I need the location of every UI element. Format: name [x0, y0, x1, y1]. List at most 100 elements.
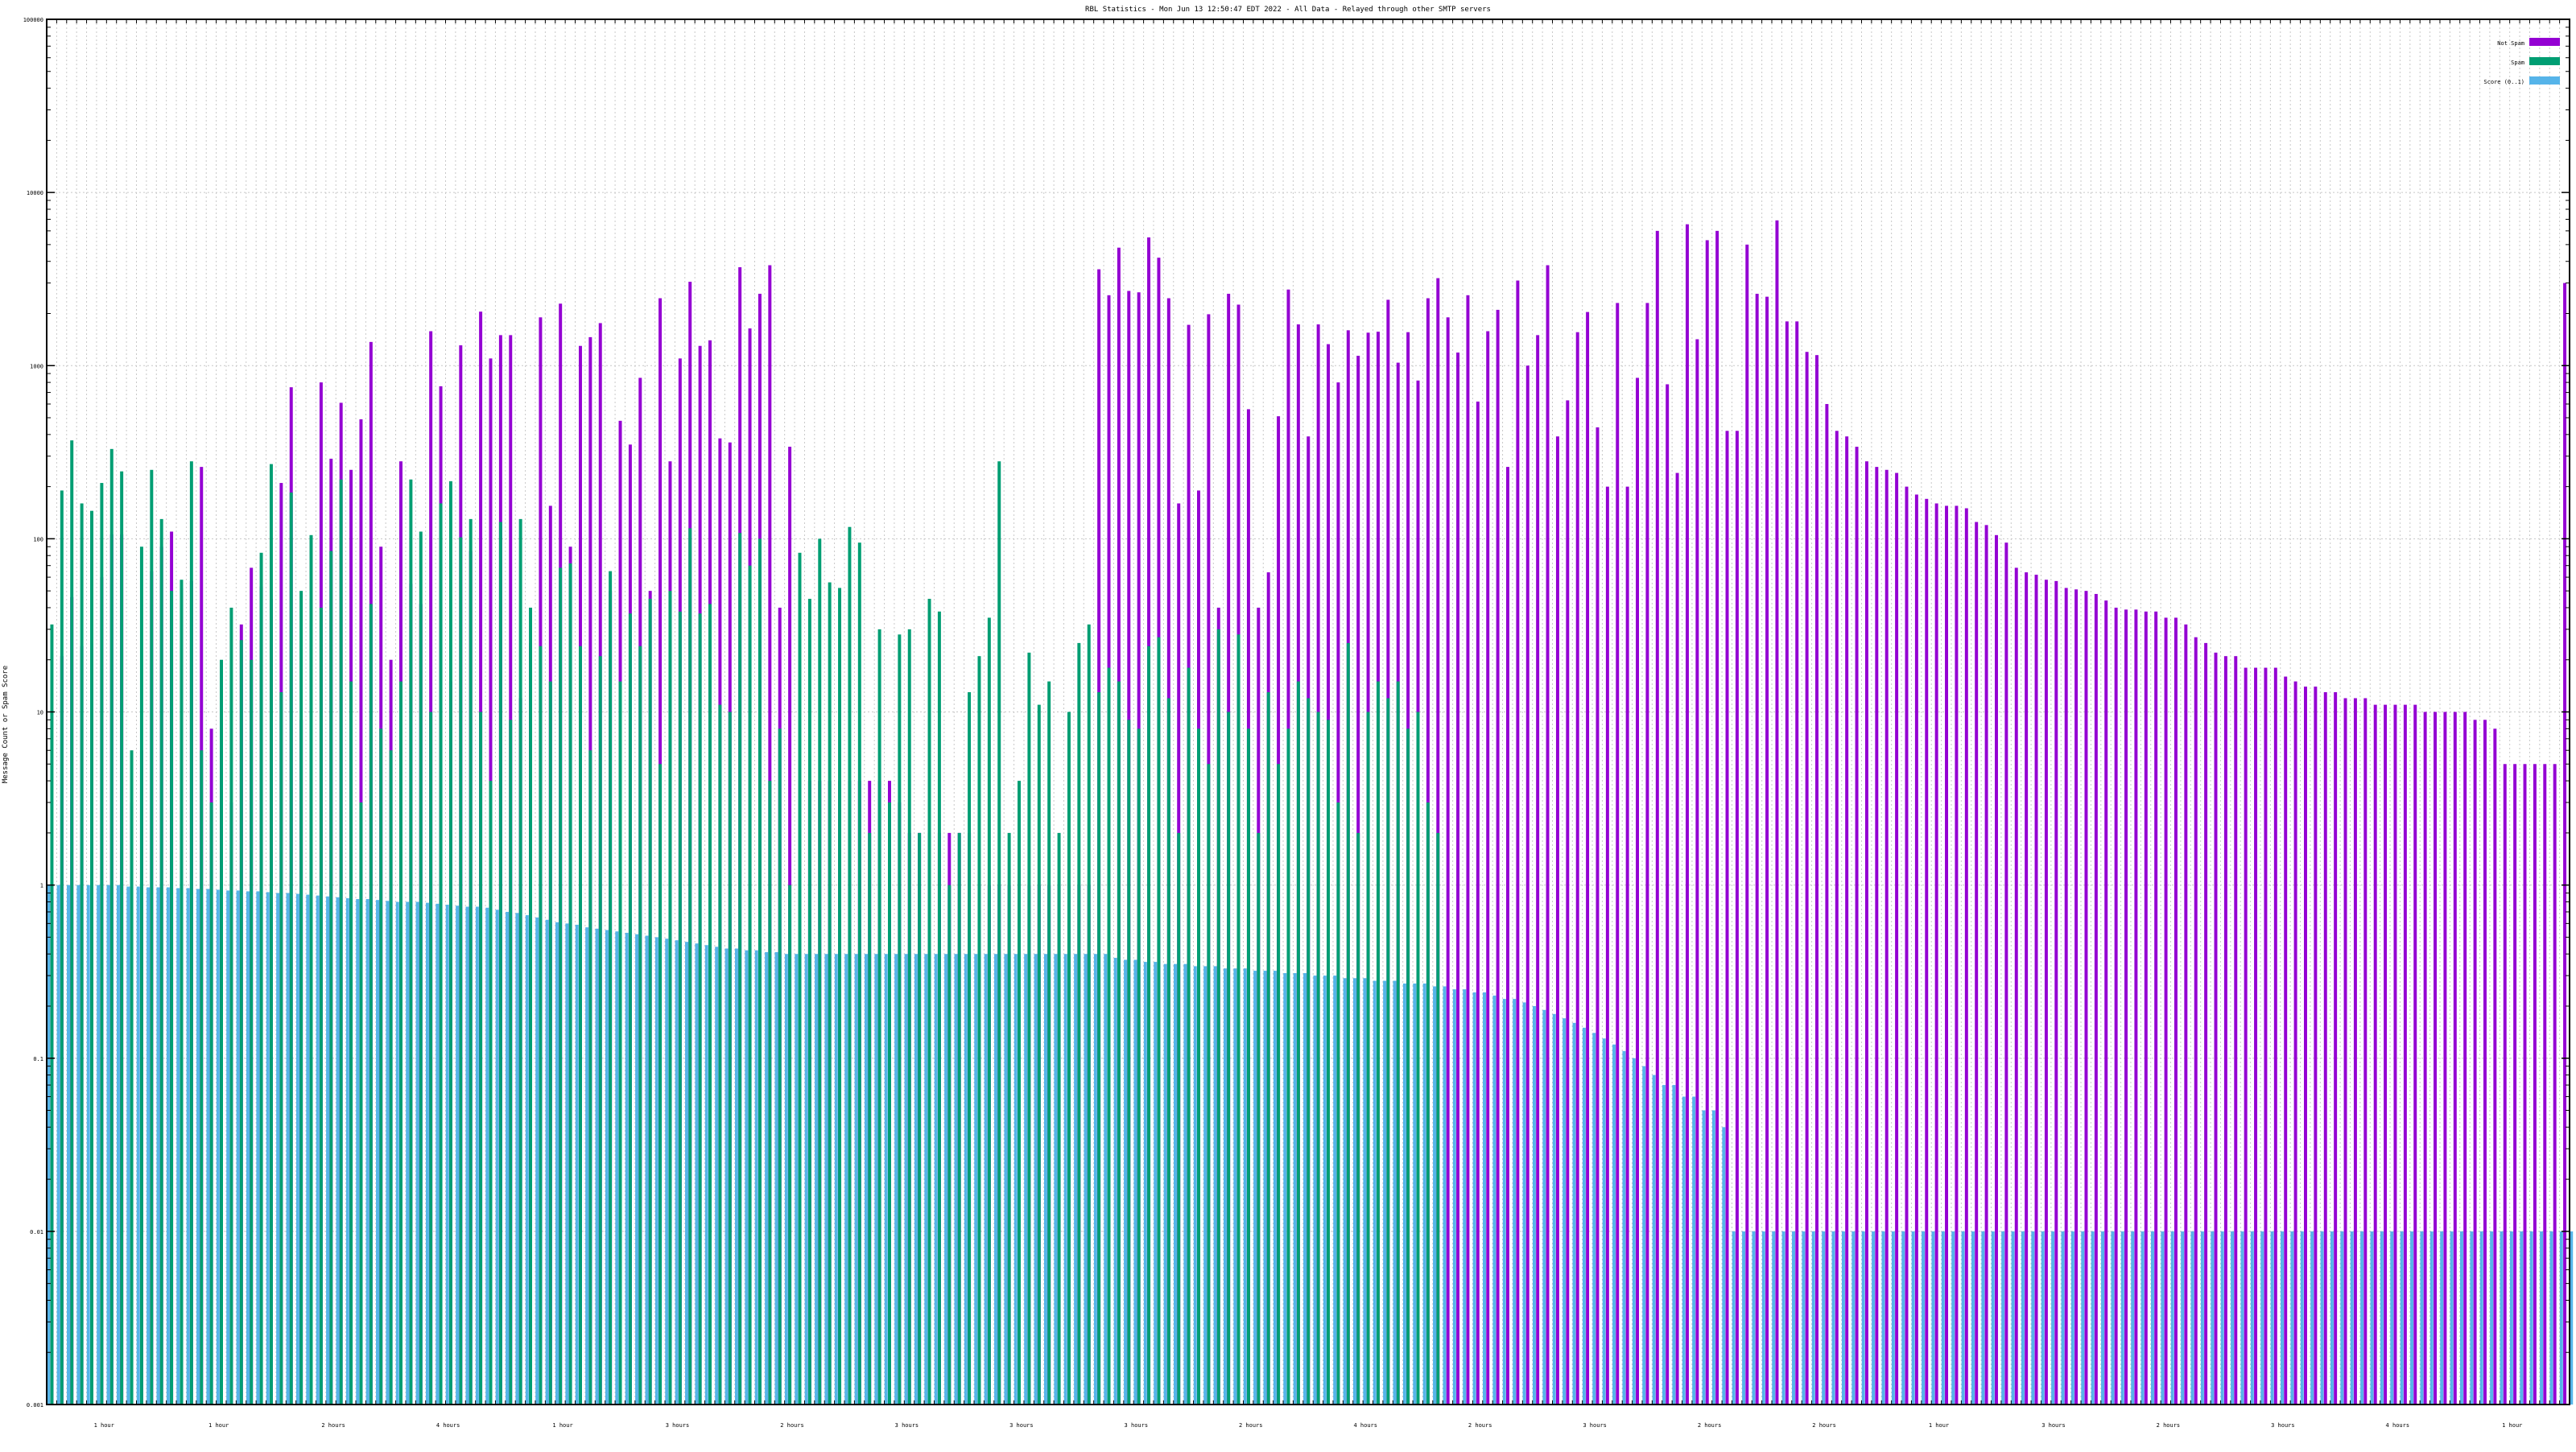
score-bar: [415, 901, 419, 1405]
not-spam-bar: [2284, 676, 2288, 1405]
score-bar: [1642, 1066, 1646, 1405]
score-bar: [2570, 1231, 2574, 1405]
spam-series: [50, 440, 1440, 1405]
spam-bar: [1426, 802, 1430, 1405]
spam-bar: [529, 607, 533, 1405]
spam-bar: [559, 567, 563, 1405]
score-bar: [2410, 1231, 2414, 1405]
score-bar: [954, 954, 958, 1405]
spam-bar: [1107, 667, 1111, 1405]
not-spam-bar: [2084, 591, 2088, 1405]
score-bar: [874, 954, 878, 1405]
spam-bar: [1386, 698, 1390, 1405]
score-bar: [2250, 1231, 2254, 1405]
score-bar: [67, 885, 70, 1405]
spam-bar: [1307, 698, 1311, 1405]
spam-bar: [439, 503, 443, 1405]
not-spam-bar: [1875, 467, 1879, 1405]
score-bar: [1163, 963, 1167, 1405]
score-bar: [924, 954, 928, 1405]
spam-bar: [947, 885, 952, 1405]
spam-bar: [1257, 832, 1261, 1405]
spam-bar: [1296, 681, 1300, 1405]
not-spam-bar: [2473, 720, 2477, 1405]
score-bar: [295, 893, 299, 1405]
not-spam-bar: [2124, 609, 2128, 1405]
score-bar: [2111, 1231, 2115, 1405]
score-bar: [345, 897, 349, 1405]
score-bar: [1183, 963, 1187, 1405]
spam-bar: [1166, 698, 1170, 1405]
not-spam-bar: [2094, 593, 2098, 1405]
score-bar: [1872, 1231, 1876, 1405]
score-bar: [1761, 1231, 1765, 1405]
spam-bar: [588, 750, 592, 1405]
spam-bar: [898, 634, 902, 1405]
score-bar: [795, 954, 799, 1405]
spam-bar: [628, 613, 632, 1405]
score-bar: [76, 885, 80, 1405]
spam-bar: [678, 611, 682, 1405]
not-spam-bar: [2244, 667, 2248, 1405]
spam-bar: [309, 534, 313, 1405]
score-bar: [226, 890, 230, 1405]
not-spam-bar: [2304, 687, 2307, 1405]
score-bar: [1084, 954, 1088, 1405]
spam-bar: [668, 591, 672, 1405]
not-spam-bar: [2323, 691, 2327, 1405]
not-spam-bar: [1575, 332, 1579, 1405]
spam-bar: [100, 483, 104, 1405]
not-spam-bar: [2223, 656, 2227, 1405]
x-group-label: 3 hours: [895, 1422, 919, 1429]
spam-bar: [1286, 728, 1290, 1405]
grid: [46, 19, 2570, 1405]
legend-label: Not Spam: [2497, 40, 2524, 47]
spam-bar: [70, 440, 74, 1405]
score-bar: [1034, 954, 1038, 1405]
score-bar: [1711, 1110, 1715, 1405]
legend-label: Spam: [2511, 60, 2524, 66]
score-bar: [784, 954, 788, 1405]
score-bar: [1323, 976, 1327, 1405]
spam-bar: [758, 538, 762, 1405]
score-bar: [1911, 1231, 1915, 1405]
spam-bar: [788, 885, 792, 1405]
not-spam-bar: [1755, 293, 1759, 1405]
score-bar: [1672, 1085, 1676, 1405]
not-spam-bar: [2533, 764, 2537, 1405]
score-bar: [1243, 968, 1247, 1405]
spam-bar: [728, 712, 732, 1405]
spam-bar: [1216, 629, 1220, 1405]
not-spam-bar: [1675, 472, 1679, 1405]
score-bar: [1592, 1033, 1596, 1405]
not-spam-bar: [1785, 321, 1789, 1405]
score-bar: [126, 886, 130, 1405]
score-bar: [2390, 1231, 2394, 1405]
spam-bar: [498, 522, 502, 1405]
score-bar: [675, 940, 679, 1405]
score-bar: [2310, 1231, 2314, 1405]
spam-bar: [1336, 802, 1340, 1405]
x-group-label: 2 hours: [1812, 1422, 1836, 1429]
score-bar: [1433, 986, 1437, 1405]
score-bar: [754, 950, 758, 1405]
not-spam-bar: [2104, 600, 2108, 1405]
x-group-label: 4 hours: [2386, 1422, 2410, 1429]
score-bar: [206, 889, 210, 1405]
score-series: [47, 885, 2574, 1405]
not-spam-bar: [1586, 311, 1590, 1405]
not-spam-bar: [2174, 617, 2178, 1405]
score-bar: [475, 906, 479, 1405]
spam-bar: [399, 681, 402, 1405]
not-spam-bar: [2434, 712, 2438, 1405]
score-bar: [1422, 983, 1426, 1405]
plot-frame: [46, 19, 2570, 1405]
not-spam-bar: [2493, 728, 2497, 1405]
score-bar: [465, 906, 469, 1405]
score-bar: [1502, 999, 1506, 1405]
score-bar: [2220, 1231, 2224, 1405]
score-bar: [2120, 1231, 2124, 1405]
spam-bar: [180, 580, 184, 1405]
chart-title: RBL Statistics - Mon Jun 13 12:50:47 EDT…: [1085, 6, 1491, 14]
not-spam-bar: [1835, 431, 1839, 1405]
